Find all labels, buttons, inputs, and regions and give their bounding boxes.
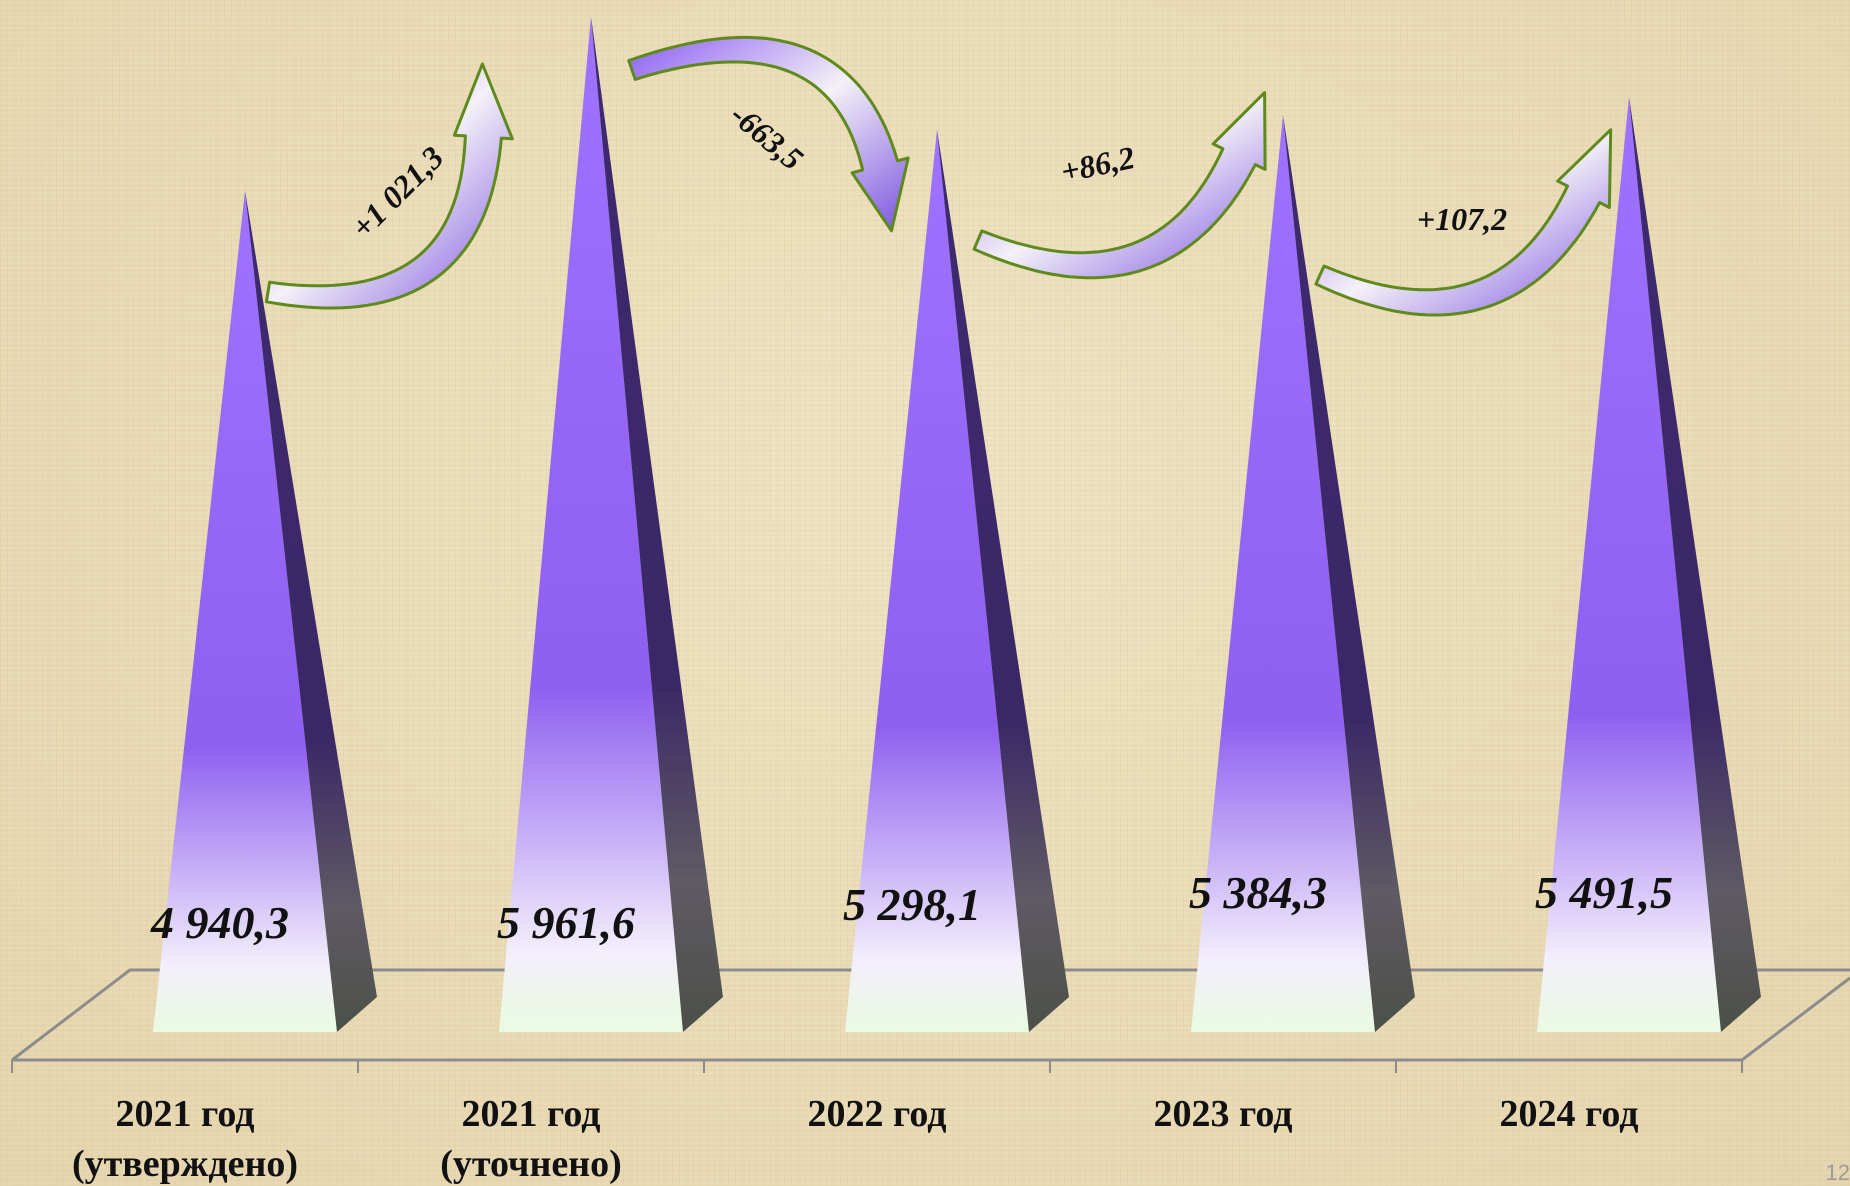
change-arrow: +86,2	[972, 91, 1267, 280]
page-number: 12	[1825, 1160, 1850, 1185]
category-label: 2024 год	[1500, 1093, 1639, 1135]
pyramid-bar	[845, 129, 1069, 1033]
pyramid-side-face	[937, 129, 1069, 1033]
pyramid-front-face	[1191, 114, 1375, 1032]
category-labels: 2021 год (утверждено) 2021 год (уточнено) 20…	[72, 1093, 1638, 1185]
category-label: 2023 год	[1154, 1093, 1293, 1135]
value-label: 5 298,1	[843, 879, 981, 930]
change-arrow: -663,5	[627, 35, 910, 233]
change-label: +86,2	[1058, 139, 1138, 190]
arrow-shape	[264, 62, 514, 310]
pyramid-side-face	[245, 190, 377, 1033]
category-label: 2021 год	[462, 1093, 601, 1135]
pyramid-side-face	[1283, 114, 1415, 1032]
pyramid-bar	[1537, 96, 1761, 1032]
change-arrow: +1 021,3	[264, 62, 514, 310]
arrow-shape	[1314, 128, 1613, 317]
pyramid-side-face	[591, 16, 723, 1033]
pyramid-front-face	[845, 129, 1029, 1033]
arrow-shape	[627, 35, 910, 233]
pyramid-bar	[1191, 114, 1415, 1032]
value-label: 5 384,3	[1189, 867, 1327, 918]
category-label: 2021 год	[116, 1093, 255, 1135]
category-label: (уточнено)	[440, 1143, 622, 1185]
pyramid-bar	[153, 190, 377, 1033]
change-label: -663,5	[724, 96, 810, 177]
pyramid-bar	[499, 16, 723, 1033]
pyramid-front-face	[153, 190, 337, 1033]
pyramid-front-face	[499, 16, 683, 1033]
value-label: 5 491,5	[1535, 867, 1673, 918]
value-label: 5 961,6	[497, 897, 635, 948]
pyramid-front-face	[1537, 96, 1721, 1032]
arrow-shape	[972, 91, 1267, 280]
change-label: +107,2	[1417, 201, 1507, 237]
category-label: (утверждено)	[72, 1143, 298, 1185]
change-label: +1 021,3	[344, 139, 450, 245]
value-label: 4 940,3	[150, 897, 289, 948]
pyramid-side-face	[1629, 96, 1761, 1032]
pyramid-bars	[153, 16, 1761, 1033]
category-label: 2022 год	[808, 1093, 947, 1135]
change-arrow: +107,2	[1314, 128, 1613, 317]
value-labels: 4 940,3 5 961,6 5 298,1 5 384,3 5 491,5	[150, 867, 1673, 948]
